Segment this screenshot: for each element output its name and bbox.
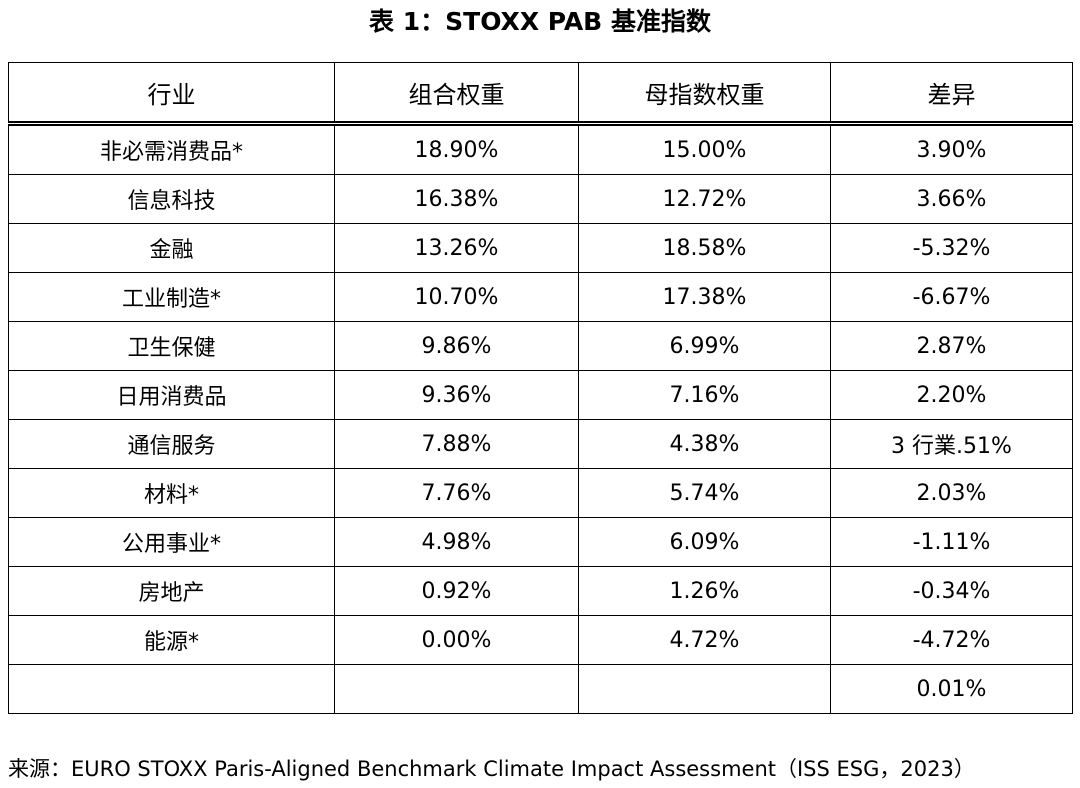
- empty-cell: [334, 664, 579, 714]
- table-row: 日用消费品 9.36% 7.16% 2.20%: [8, 370, 1073, 420]
- value-cell: -0.34%: [830, 566, 1073, 616]
- value-cell: 10.70%: [334, 272, 579, 322]
- value-cell: 16.38%: [334, 174, 579, 224]
- table-row: 能源* 0.00% 4.72% -4.72%: [8, 615, 1073, 665]
- value-cell: 17.38%: [578, 272, 831, 322]
- header-cell: 行业: [8, 62, 335, 126]
- header-cell: 差异: [830, 62, 1073, 126]
- value-cell: 7.88%: [334, 419, 579, 469]
- value-cell: -1.11%: [830, 517, 1073, 567]
- value-cell: 3 行業.51%: [830, 419, 1073, 469]
- value-cell: 3.90%: [830, 123, 1073, 175]
- industry-cell: 工业制造*: [8, 272, 335, 322]
- industry-cell: 非必需消费品*: [8, 123, 335, 175]
- value-cell: 7.16%: [578, 370, 831, 420]
- value-cell: -4.72%: [830, 615, 1073, 665]
- value-cell: 4.72%: [578, 615, 831, 665]
- value-cell: 6.09%: [578, 517, 831, 567]
- value-cell: 1.26%: [578, 566, 831, 616]
- value-cell: 13.26%: [334, 223, 579, 273]
- table-title: 表 1：STOXX PAB 基准指数: [369, 7, 711, 36]
- data-table: 行业 组合权重 母指数权重 差异 非必需消费品* 18.90% 15.00% 3.90% 信息…: [8, 62, 1073, 714]
- table-row: 信息科技 16.38% 12.72% 3.66%: [8, 174, 1073, 224]
- industry-cell: 通信服务: [8, 419, 335, 469]
- table-row: 公用事业* 4.98% 6.09% -1.11%: [8, 517, 1073, 567]
- table-row: 材料* 7.76% 5.74% 2.03%: [8, 468, 1073, 518]
- source-note: 来源：EURO STOXX Paris-Aligned Benchmark Cl…: [8, 757, 975, 781]
- industry-cell: 能源*: [8, 615, 335, 665]
- value-cell: 9.86%: [334, 321, 579, 371]
- value-cell: 18.90%: [334, 123, 579, 175]
- header-cell: 组合权重: [334, 62, 579, 126]
- total-cell: 0.01%: [830, 664, 1073, 714]
- value-cell: 9.36%: [334, 370, 579, 420]
- value-cell: 4.38%: [578, 419, 831, 469]
- total-row: 0.01%: [8, 664, 1073, 714]
- value-cell: 7.76%: [334, 468, 579, 518]
- value-cell: 6.99%: [578, 321, 831, 371]
- industry-cell: 信息科技: [8, 174, 335, 224]
- header-cell: 母指数权重: [578, 62, 831, 126]
- empty-cell: [578, 664, 831, 714]
- industry-cell: 日用消费品: [8, 370, 335, 420]
- table-row: 非必需消费品* 18.90% 15.00% 3.90%: [8, 123, 1073, 175]
- industry-cell: 金融: [8, 223, 335, 273]
- value-cell: 12.72%: [578, 174, 831, 224]
- value-cell: -5.32%: [830, 223, 1073, 273]
- industry-cell: 房地产: [8, 566, 335, 616]
- value-cell: 0.92%: [334, 566, 579, 616]
- table-row: 卫生保健 9.86% 6.99% 2.87%: [8, 321, 1073, 371]
- value-cell: -6.67%: [830, 272, 1073, 322]
- value-cell: 2.87%: [830, 321, 1073, 371]
- table-row: 房地产 0.92% 1.26% -0.34%: [8, 566, 1073, 616]
- value-cell: 2.20%: [830, 370, 1073, 420]
- table-row: 金融 13.26% 18.58% -5.32%: [8, 223, 1073, 273]
- industry-cell: 卫生保健: [8, 321, 335, 371]
- industry-cell: 公用事业*: [8, 517, 335, 567]
- value-cell: 18.58%: [578, 223, 831, 273]
- value-cell: 0.00%: [334, 615, 579, 665]
- value-cell: 3.66%: [830, 174, 1073, 224]
- empty-cell: [8, 664, 335, 714]
- value-cell: 15.00%: [578, 123, 831, 175]
- value-cell: 4.98%: [334, 517, 579, 567]
- header-row: 行业 组合权重 母指数权重 差异: [8, 62, 1073, 126]
- table-row: 工业制造* 10.70% 17.38% -6.67%: [8, 272, 1073, 322]
- value-cell: 5.74%: [578, 468, 831, 518]
- table-row: 通信服务 7.88% 4.38% 3 行業.51%: [8, 419, 1073, 469]
- value-cell: 2.03%: [830, 468, 1073, 518]
- industry-cell: 材料*: [8, 468, 335, 518]
